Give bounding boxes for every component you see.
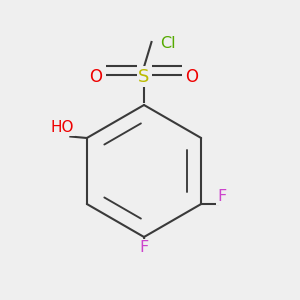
- Text: S: S: [138, 68, 150, 85]
- Text: F: F: [218, 189, 227, 204]
- Text: Cl: Cl: [160, 36, 176, 51]
- Text: F: F: [140, 240, 148, 255]
- Text: O: O: [185, 68, 199, 85]
- Text: HO: HO: [50, 120, 74, 135]
- Text: O: O: [89, 68, 103, 85]
